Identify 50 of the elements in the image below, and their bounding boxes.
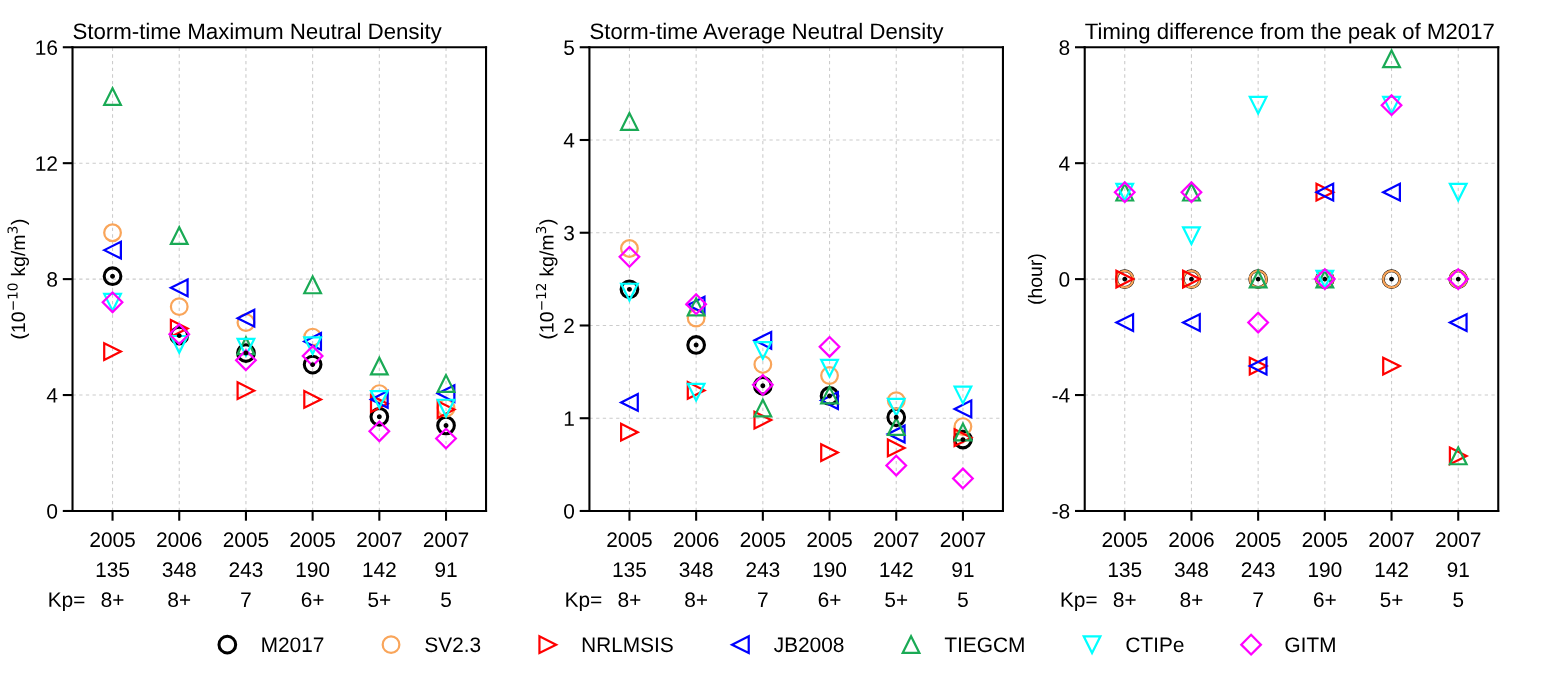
y-tick-label: 0 [47,503,58,519]
y-tick-label: 12 [36,156,57,171]
legend-label: JB2008 [774,637,844,653]
x-tick-label: 2007 91 5 [1436,532,1481,608]
y-axis-title: (10$^{−12}$ kg/m$^{3}$) [535,219,558,339]
legend-label: M2017 [262,637,324,653]
x-tick-label: 2005 135 8+ [90,532,135,608]
chart-title: Timing difference from the peak of M2017 [1085,22,1494,44]
x-tick-label: 2005 135 8+ [607,532,652,608]
y-tick-label: 8 [47,272,58,287]
y-tick-label: 8 [1059,40,1070,55]
x-tick-label: 2006 348 8+ [157,532,202,608]
y-tick-label: 0 [1059,272,1070,287]
y-tick-label: -4 [1052,388,1070,403]
y-tick-label: 4 [46,388,58,403]
chart-title: Storm-time Maximum Neutral Density [73,22,442,44]
y-axis-title: (hour) [1027,254,1047,304]
x-tick-label: 2005 243 7 [223,532,269,607]
y-tick-label: 0 [564,503,575,519]
y-tick-label: 2 [564,318,574,334]
x-tick-label: 2007 142 5+ [1369,532,1414,608]
y-tick-label: -8 [1052,503,1070,519]
x-tick-label: 2007 142 5+ [874,532,919,608]
x-tick-label: 2006 348 8+ [1169,532,1214,608]
x-tick-label: 2007 142 5+ [357,532,402,608]
y-tick-label: 16 [36,40,58,55]
x-tick-label: 2007 91 5 [423,532,469,608]
legend-label: SV2.3 [425,637,481,653]
legend-label: TIEGCM [944,637,1024,653]
y-axis-title: (10$^{−10}$ kg/m$^{3}$) [7,219,30,339]
text: Kp= [566,592,602,612]
x-tick-label: 2005 190 6+ [1302,532,1348,608]
legend-label: GITM [1285,637,1335,653]
text: Kp= [49,592,85,612]
chart-title: Storm-time Average Neutral Density [590,22,944,44]
x-tick-label: 2006 348 8+ [674,532,719,608]
y-tick-label: 4 [1059,156,1070,171]
text: Kp= [1061,592,1097,612]
y-tick-label: 3 [564,225,574,241]
x-tick-label: 2005 190 6+ [807,532,852,608]
x-tick-label: 2005 243 7 [1236,532,1281,607]
x-tick-label: 2005 190 6+ [290,532,335,608]
x-tick-label: 2007 91 5 [940,532,986,608]
legend-label: NRLMSIS [582,637,673,653]
x-tick-label: 2005 135 8+ [1102,532,1148,608]
x-tick-label: 2005 243 7 [740,532,786,607]
y-tick-label: 5 [564,40,574,55]
y-tick-label: 1 [564,411,574,426]
legend-label: CTIPe [1126,637,1184,653]
y-tick-label: 4 [563,133,575,148]
